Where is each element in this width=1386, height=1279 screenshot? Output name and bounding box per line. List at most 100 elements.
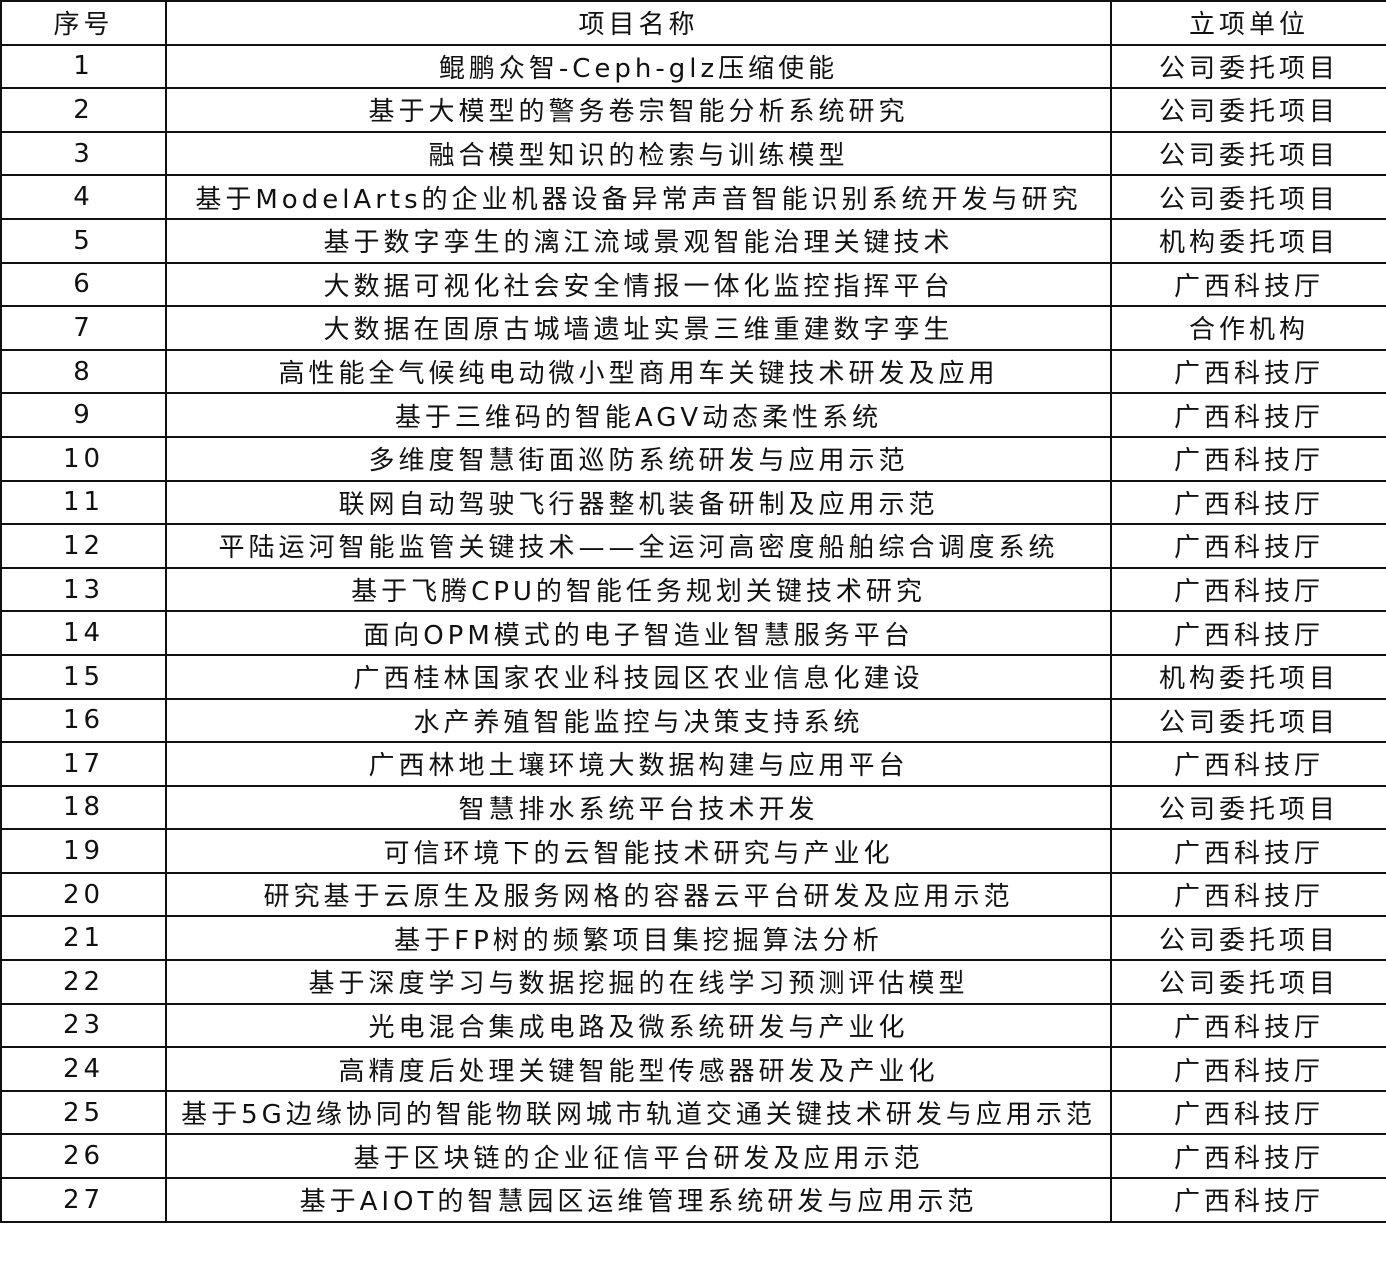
- cell-no: 7: [0, 305, 167, 351]
- table-body: 1 鲲鹏众智-Ceph-glz压缩使能 公司委托项目 2 基于大模型的警务卷宗智能分析系…: [0, 43, 1386, 1223]
- cell-project-name: 智慧排水系统平台技术开发: [165, 784, 1112, 831]
- cell-project-name: 基于区块链的企业征信平台研发及应用示范: [165, 1133, 1112, 1180]
- cell-project-name: 大数据可视化社会安全情报一体化监控指挥平台: [165, 261, 1112, 308]
- cell-project-name: 光电混合集成电路及微系统研发与产业化: [165, 1002, 1112, 1049]
- table-row: 22 基于深度学习与数据挖掘的在线学习预测评估模型 公司委托项目: [0, 959, 1386, 1005]
- table-row: 17 广西林地土壤环境大数据构建与应用平台 广西科技厅: [0, 741, 1386, 787]
- cell-no: 27: [0, 1177, 167, 1223]
- cell-unit: 广西科技厅: [1110, 1133, 1386, 1180]
- table-row: 19 可信环境下的云智能技术研究与产业化 广西科技厅: [0, 828, 1386, 874]
- cell-unit: 公司委托项目: [1110, 697, 1386, 744]
- cell-project-name: 基于三维码的智能AGV动态柔性系统: [165, 392, 1112, 438]
- table-row: 1 鲲鹏众智-Ceph-glz压缩使能 公司委托项目: [0, 43, 1386, 90]
- table-row: 9 基于三维码的智能AGV动态柔性系统 广西科技厅: [0, 392, 1386, 438]
- cell-unit: 广西科技厅: [1110, 741, 1386, 787]
- cell-project-name: 面向OPM模式的电子智造业智慧服务平台: [165, 610, 1112, 656]
- cell-project-name: 基于AIOT的智慧园区运维管理系统研发与应用示范: [165, 1177, 1112, 1223]
- table-row: 21 基于FP树的频繁项目集挖掘算法分析 公司委托项目: [0, 915, 1386, 962]
- cell-no: 21: [0, 915, 167, 962]
- cell-no: 13: [0, 566, 167, 613]
- cell-project-name: 基于飞腾CPU的智能任务规划关键技术研究: [165, 566, 1112, 613]
- cell-project-name: 高性能全气候纯电动微小型商用车关键技术研发及应用: [165, 348, 1112, 395]
- cell-no: 6: [0, 261, 167, 308]
- cell-unit: 机构委托项目: [1110, 217, 1386, 264]
- table-row: 23 光电混合集成电路及微系统研发与产业化 广西科技厅: [0, 1002, 1386, 1049]
- cell-project-name: 水产养殖智能监控与决策支持系统: [165, 697, 1112, 744]
- cell-no: 8: [0, 348, 167, 395]
- cell-project-name: 基于FP树的频繁项目集挖掘算法分析: [165, 915, 1112, 962]
- cell-project-name: 联网自动驾驶飞行器整机装备研制及应用示范: [165, 479, 1112, 526]
- table-row: 14 面向OPM模式的电子智造业智慧服务平台 广西科技厅: [0, 610, 1386, 656]
- cell-no: 19: [0, 828, 167, 874]
- cell-no: 22: [0, 959, 167, 1005]
- cell-no: 14: [0, 610, 167, 656]
- cell-no: 26: [0, 1133, 167, 1180]
- table-row: 6 大数据可视化社会安全情报一体化监控指挥平台 广西科技厅: [0, 261, 1386, 308]
- table-row: 26 基于区块链的企业征信平台研发及应用示范 广西科技厅: [0, 1133, 1386, 1180]
- table-row: 8 高性能全气候纯电动微小型商用车关键技术研发及应用 广西科技厅: [0, 348, 1386, 395]
- cell-unit: 广西科技厅: [1110, 479, 1386, 526]
- cell-unit: 广西科技厅: [1110, 566, 1386, 613]
- cell-unit: 公司委托项目: [1110, 784, 1386, 831]
- cell-project-name: 基于深度学习与数据挖掘的在线学习预测评估模型: [165, 959, 1112, 1005]
- table-row: 16 水产养殖智能监控与决策支持系统 公司委托项目: [0, 697, 1386, 744]
- cell-no: 20: [0, 871, 167, 918]
- cell-project-name: 广西桂林国家农业科技园区农业信息化建设: [165, 653, 1112, 700]
- cell-unit: 广西科技厅: [1110, 1177, 1386, 1223]
- cell-project-name: 平陆运河智能监管关键技术——全运河高密度船舶综合调度系统: [165, 523, 1112, 569]
- cell-project-name: 高精度后处理关键智能型传感器研发及产业化: [165, 1046, 1112, 1092]
- cell-no: 1: [0, 43, 167, 90]
- cell-unit: 机构委托项目: [1110, 653, 1386, 700]
- table-row: 25 基于5G边缘协同的智能物联网城市轨道交通关键技术研发与应用示范 广西科技厅: [0, 1089, 1386, 1136]
- cell-no: 12: [0, 523, 167, 569]
- cell-unit: 广西科技厅: [1110, 1046, 1386, 1092]
- cell-no: 3: [0, 130, 167, 177]
- cell-unit: 广西科技厅: [1110, 1002, 1386, 1049]
- cell-unit: 广西科技厅: [1110, 828, 1386, 874]
- cell-project-name: 可信环境下的云智能技术研究与产业化: [165, 828, 1112, 874]
- cell-no: 17: [0, 741, 167, 787]
- projects-table: 序号 项目名称 立项单位 1 鲲鹏众智-Ceph-glz压缩使能 公司委托项目 2 基于…: [0, 0, 1386, 1223]
- cell-unit: 公司委托项目: [1110, 959, 1386, 1005]
- cell-no: 11: [0, 479, 167, 526]
- cell-unit: 公司委托项目: [1110, 130, 1386, 177]
- table-row: 24 高精度后处理关键智能型传感器研发及产业化 广西科技厅: [0, 1046, 1386, 1092]
- cell-no: 24: [0, 1046, 167, 1092]
- header-unit: 立项单位: [1110, 0, 1386, 46]
- cell-unit: 广西科技厅: [1110, 523, 1386, 569]
- table-row: 7 大数据在固原古城墙遗址实景三维重建数字孪生 合作机构: [0, 305, 1386, 351]
- header-no: 序号: [0, 0, 167, 46]
- cell-no: 2: [0, 87, 167, 133]
- cell-project-name: 融合模型知识的检索与训练模型: [165, 130, 1112, 177]
- header-name: 项目名称: [165, 0, 1112, 46]
- cell-unit: 公司委托项目: [1110, 915, 1386, 962]
- cell-no: 18: [0, 784, 167, 831]
- cell-project-name: 基于5G边缘协同的智能物联网城市轨道交通关键技术研发与应用示范: [165, 1089, 1112, 1136]
- table-row: 20 研究基于云原生及服务网格的容器云平台研发及应用示范 广西科技厅: [0, 871, 1386, 918]
- cell-unit: 广西科技厅: [1110, 261, 1386, 308]
- cell-unit: 广西科技厅: [1110, 1089, 1386, 1136]
- table-row: 27 基于AIOT的智慧园区运维管理系统研发与应用示范 广西科技厅: [0, 1177, 1386, 1223]
- table-row: 15 广西桂林国家农业科技园区农业信息化建设 机构委托项目: [0, 653, 1386, 700]
- cell-no: 4: [0, 174, 167, 220]
- cell-project-name: 大数据在固原古城墙遗址实景三维重建数字孪生: [165, 305, 1112, 351]
- cell-no: 5: [0, 217, 167, 264]
- cell-unit: 广西科技厅: [1110, 610, 1386, 656]
- cell-unit: 广西科技厅: [1110, 348, 1386, 395]
- cell-no: 9: [0, 392, 167, 438]
- cell-project-name: 研究基于云原生及服务网格的容器云平台研发及应用示范: [165, 871, 1112, 918]
- table-row: 5 基于数字孪生的漓江流域景观智能治理关键技术 机构委托项目: [0, 217, 1386, 264]
- cell-no: 23: [0, 1002, 167, 1049]
- cell-project-name: 基于数字孪生的漓江流域景观智能治理关键技术: [165, 217, 1112, 264]
- cell-project-name: 基于大模型的警务卷宗智能分析系统研究: [165, 87, 1112, 133]
- cell-unit: 公司委托项目: [1110, 43, 1386, 90]
- cell-no: 25: [0, 1089, 167, 1136]
- cell-unit: 合作机构: [1110, 305, 1386, 351]
- table-row: 2 基于大模型的警务卷宗智能分析系统研究 公司委托项目: [0, 87, 1386, 133]
- table-row: 4 基于ModelArts的企业机器设备异常声音智能识别系统开发与研究 公司委托项目: [0, 174, 1386, 220]
- cell-project-name: 鲲鹏众智-Ceph-glz压缩使能: [165, 43, 1112, 90]
- cell-unit: 公司委托项目: [1110, 174, 1386, 220]
- cell-project-name: 基于ModelArts的企业机器设备异常声音智能识别系统开发与研究: [165, 174, 1112, 220]
- cell-unit: 广西科技厅: [1110, 392, 1386, 438]
- header-row: 序号 项目名称 立项单位: [0, 0, 1386, 46]
